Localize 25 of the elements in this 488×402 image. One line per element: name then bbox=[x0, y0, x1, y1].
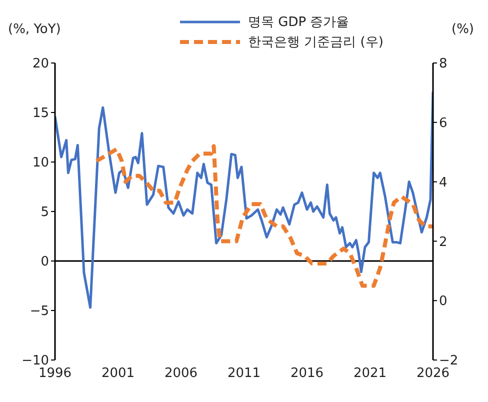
x-tick-label: 2026 bbox=[416, 366, 450, 382]
y2-axis-title: (%) bbox=[452, 22, 474, 37]
y2-tick-label: 2 bbox=[439, 234, 448, 250]
x-tick-label: 1996 bbox=[38, 366, 72, 382]
y-tick-label: −5 bbox=[30, 304, 49, 320]
line-series bbox=[94, 144, 433, 288]
x-tick-label: 2011 bbox=[227, 366, 261, 382]
y2-tick-label: 0 bbox=[439, 294, 448, 310]
legend-label: 한국은행 기준금리 (우) bbox=[248, 34, 384, 51]
y-tick-label: 0 bbox=[40, 254, 49, 270]
x-tick-label: 2021 bbox=[353, 366, 387, 382]
y-tick-label: 10 bbox=[32, 156, 49, 171]
x-tick-label: 2016 bbox=[290, 366, 324, 382]
y2-tick-label: 6 bbox=[439, 116, 448, 132]
y-tick-label: 15 bbox=[32, 106, 49, 122]
x-tick-label: 2001 bbox=[101, 366, 135, 382]
y-axis-title: (%, YoY) bbox=[8, 22, 61, 37]
y2-tick-label: 4 bbox=[439, 175, 448, 190]
y2-tick-label: 8 bbox=[439, 56, 448, 72]
x-tick-label: 2006 bbox=[164, 366, 198, 382]
y-tick-label: 20 bbox=[32, 56, 49, 72]
y2-tick-label: −2 bbox=[439, 354, 458, 369]
y-tick-label: 5 bbox=[40, 205, 49, 220]
legend-label: 명목 GDP 증가율 bbox=[248, 14, 350, 31]
y-tick-label: −10 bbox=[22, 354, 49, 369]
